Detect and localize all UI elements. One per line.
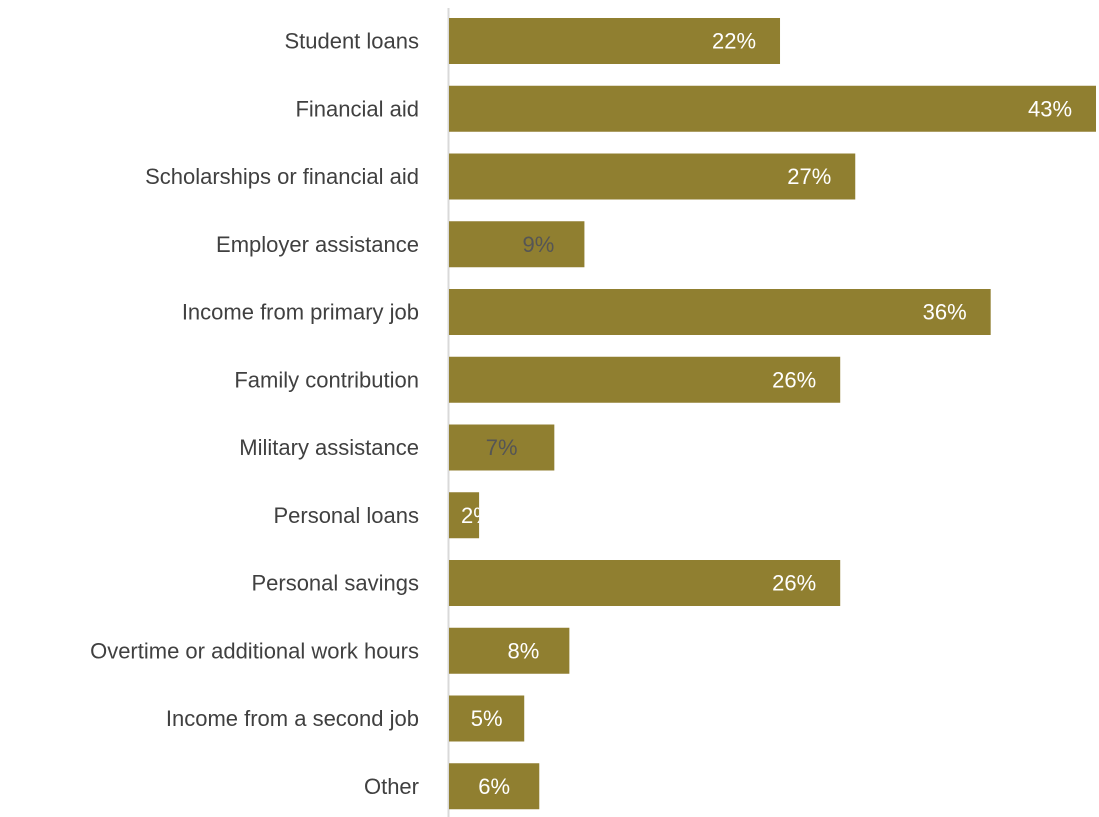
- value-label-11: 6%: [478, 774, 510, 799]
- category-label-5: Family contribution: [234, 367, 419, 392]
- category-label-4: Income from primary job: [182, 300, 419, 325]
- value-label-1: 43%: [1028, 96, 1072, 121]
- category-label-0: Student loans: [284, 29, 419, 54]
- bar-10: [449, 695, 525, 742]
- value-label-8: 26%: [772, 571, 816, 596]
- category-label-1: Financial aid: [295, 96, 419, 121]
- value-label-9: 8%: [507, 638, 539, 663]
- bar-11: [449, 763, 540, 810]
- bars-layer: [449, 18, 1096, 810]
- category-label-7: Personal loans: [273, 503, 419, 528]
- value-label-4: 36%: [923, 300, 967, 325]
- bar-7: [449, 492, 480, 539]
- category-label-8: Personal savings: [251, 571, 419, 596]
- value-label-0: 22%: [712, 29, 756, 54]
- category-label-11: Other: [364, 774, 419, 799]
- value-label-10: 5%: [471, 706, 503, 731]
- category-labels-layer: Student loans Financial aid Scholarships o…: [90, 29, 419, 799]
- value-labels-layer: 22% 43% 27% 9% 36% 26% 7% 2% 26% 8% 5% 6%: [461, 29, 1072, 799]
- bar-0: [449, 18, 781, 64]
- value-label-5: 26%: [772, 367, 816, 392]
- bar-2: [449, 153, 856, 200]
- value-label-3: 9%: [523, 232, 555, 257]
- category-label-2: Scholarships or financial aid: [145, 164, 419, 189]
- value-label-2: 27%: [787, 164, 831, 189]
- category-label-9: Overtime or additional work hours: [90, 638, 419, 663]
- value-label-6: 7%: [486, 435, 518, 460]
- bar-1: [449, 85, 1096, 132]
- bar-9: [449, 627, 570, 674]
- category-label-10: Income from a second job: [166, 706, 419, 731]
- bar-3: [449, 221, 585, 268]
- bar-8: [449, 560, 841, 606]
- value-label-7: 2%: [461, 503, 493, 528]
- bar-4: [449, 289, 991, 335]
- category-label-6: Military assistance: [239, 435, 419, 460]
- category-label-3: Employer assistance: [216, 232, 419, 257]
- bar-6: [449, 424, 555, 471]
- bar-5: [449, 356, 841, 403]
